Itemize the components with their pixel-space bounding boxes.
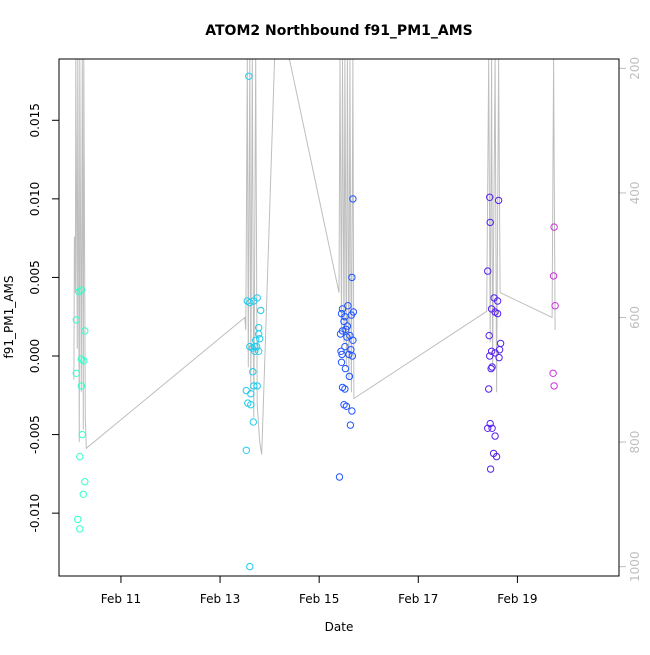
data-point-58 (337, 347, 345, 355)
y2-tick-label-4: 1000 (628, 551, 642, 582)
data-point-52 (336, 330, 345, 338)
data-point-77 (493, 297, 502, 305)
data-point-36 (247, 401, 255, 409)
data-point-81 (485, 331, 493, 340)
data-point-21 (255, 330, 263, 338)
y-tick-label-3: 0.005 (28, 260, 42, 294)
y-tick-label-0: -0.010 (28, 494, 42, 533)
y2-tick-label-2: 600 (628, 306, 642, 329)
data-point-43 (344, 302, 352, 310)
data-point-80 (493, 309, 502, 318)
data-point-101 (549, 369, 557, 377)
data-point-75 (484, 267, 492, 275)
data-point-96 (492, 452, 501, 461)
data-point-38 (242, 446, 251, 454)
data-point-84 (487, 347, 496, 355)
data-point-90 (485, 385, 493, 393)
data-point-94 (491, 432, 499, 440)
y2-tick-label-3: 800 (628, 431, 642, 454)
data-point-26 (251, 342, 259, 351)
data-point-63 (341, 364, 350, 373)
chart-title: ATOM2 Northbound f91_PM1_AMS (205, 23, 472, 39)
data-point-31 (250, 382, 258, 390)
data-point-56 (341, 342, 349, 351)
y-tick-label-1: -0.005 (28, 415, 42, 454)
x-axis-label: Date (325, 620, 354, 634)
data-point-6 (80, 357, 88, 365)
data-point-13 (76, 525, 84, 533)
data-point-72 (486, 193, 494, 202)
data-point-89 (487, 364, 495, 373)
plot-frame (58, 58, 620, 577)
data-point-61 (348, 352, 357, 360)
data-point-87 (495, 353, 503, 362)
data-point-3 (81, 327, 89, 335)
x-tick-label-1: Feb 13 (200, 592, 240, 606)
data-point-29 (255, 347, 263, 355)
data-point-70 (346, 421, 355, 429)
y-tick-label-2: 0.000 (28, 339, 42, 373)
x-tick-label-0: Feb 11 (101, 592, 141, 606)
data-point-34 (247, 390, 255, 398)
data-point-18 (253, 294, 261, 302)
data-point-93 (488, 424, 496, 432)
y-tick-label-5: 0.015 (28, 103, 42, 137)
data-point-73 (494, 196, 503, 205)
data-point-92 (484, 424, 492, 432)
data-point-7 (77, 382, 86, 390)
data-point-47 (349, 308, 358, 316)
data-point-55 (349, 336, 357, 344)
data-point-10 (81, 478, 89, 486)
y2-tick-label-1: 400 (628, 181, 642, 204)
data-point-23 (256, 335, 264, 343)
data-point-16 (246, 298, 254, 307)
data-point-41 (348, 273, 356, 282)
data-point-42 (338, 305, 347, 313)
data-point-69 (348, 407, 356, 415)
data-point-39 (246, 562, 254, 571)
data-point-74 (486, 218, 494, 227)
x-tick-label-3: Feb 17 (398, 592, 438, 606)
data-point-48 (340, 317, 348, 326)
data-point-60 (345, 350, 353, 359)
data-point-8 (78, 430, 87, 439)
y-axis-label: f91_PM1_AMS (2, 276, 16, 359)
data-point-1 (77, 286, 86, 294)
data-point-30 (249, 368, 257, 376)
data-point-12 (74, 515, 82, 524)
data-point-11 (79, 490, 88, 498)
data-point-66 (341, 385, 349, 393)
data-point-68 (342, 402, 351, 410)
data-point-86 (486, 352, 494, 360)
data-point-62 (337, 358, 346, 366)
data-point-19 (257, 306, 265, 315)
y2-tick-label-0: 200 (628, 57, 642, 80)
data-point-28 (251, 347, 259, 355)
data-point-85 (491, 349, 499, 357)
points-group (72, 72, 559, 571)
data-point-99 (549, 272, 558, 280)
data-point-64 (345, 372, 354, 381)
data-point-2 (72, 316, 81, 324)
data-point-98 (550, 223, 558, 231)
data-point-102 (550, 382, 558, 390)
data-point-97 (486, 465, 495, 473)
data-point-4 (72, 369, 81, 377)
data-point-88 (488, 363, 496, 371)
data-point-40 (349, 195, 357, 203)
data-point-32 (253, 382, 261, 390)
data-point-37 (249, 418, 258, 426)
data-point-9 (76, 452, 84, 461)
data-point-51 (342, 325, 350, 333)
x-tick-label-2: Feb 15 (299, 592, 339, 606)
x-tick-label-4: Feb 19 (497, 592, 537, 606)
data-point-100 (551, 302, 559, 310)
y-tick-label-4: 0.010 (28, 182, 42, 216)
data-point-14 (245, 72, 253, 81)
data-point-71 (335, 473, 344, 481)
data-point-59 (338, 350, 346, 359)
data-point-27 (253, 342, 261, 351)
